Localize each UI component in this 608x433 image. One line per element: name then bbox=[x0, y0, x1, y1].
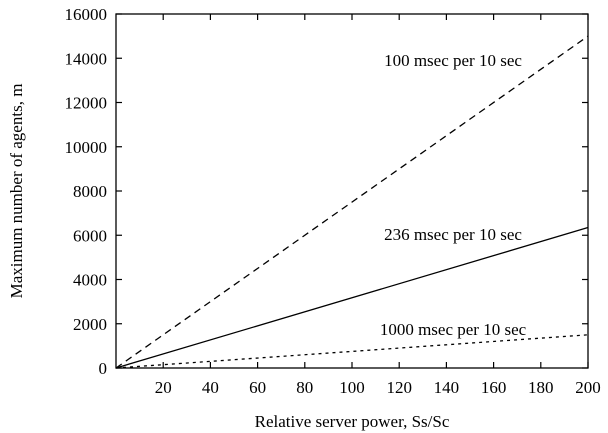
x-tick-label: 120 bbox=[386, 378, 412, 397]
x-tick-label: 140 bbox=[434, 378, 460, 397]
y-tick-label: 14000 bbox=[65, 49, 108, 68]
x-tick-label: 200 bbox=[575, 378, 601, 397]
y-tick-label: 8000 bbox=[73, 182, 107, 201]
series-label-2: 236 msec per 10 sec bbox=[384, 225, 522, 244]
x-tick-label: 160 bbox=[481, 378, 507, 397]
x-tick-label: 80 bbox=[296, 378, 313, 397]
y-tick-label: 0 bbox=[99, 359, 108, 378]
series-layer: 100 msec per 10 sec 236 msec per 10 sec 10… bbox=[115, 35, 589, 369]
y-tick-label: 4000 bbox=[73, 271, 107, 290]
x-tick-label: 40 bbox=[202, 378, 219, 397]
x-axis-title: Relative server power, Ss/Sc bbox=[255, 412, 450, 431]
y-tick-label: 6000 bbox=[73, 226, 107, 245]
series-label-1: 100 msec per 10 sec bbox=[384, 51, 522, 70]
series-line-3 bbox=[115, 334, 589, 369]
series-line-2 bbox=[115, 226, 589, 369]
x-tick-label: 180 bbox=[528, 378, 554, 397]
series-line-1 bbox=[115, 35, 589, 369]
x-tick-label: 100 bbox=[339, 378, 365, 397]
y-axis-title: Maximum number of agents, m bbox=[7, 84, 26, 299]
y-tick-label: 10000 bbox=[65, 138, 108, 157]
y-tick-label: 2000 bbox=[73, 315, 107, 334]
x-tick-label: 60 bbox=[249, 378, 266, 397]
y-tick-label: 16000 bbox=[65, 5, 108, 24]
series-label-3: 1000 msec per 10 sec bbox=[380, 320, 527, 339]
y-tick-label: 12000 bbox=[65, 94, 108, 113]
tick-layer: 0 2000 4000 6000 8000 10000 12000 14000 16000 20 4… bbox=[65, 5, 601, 397]
x-tick-label: 20 bbox=[155, 378, 172, 397]
